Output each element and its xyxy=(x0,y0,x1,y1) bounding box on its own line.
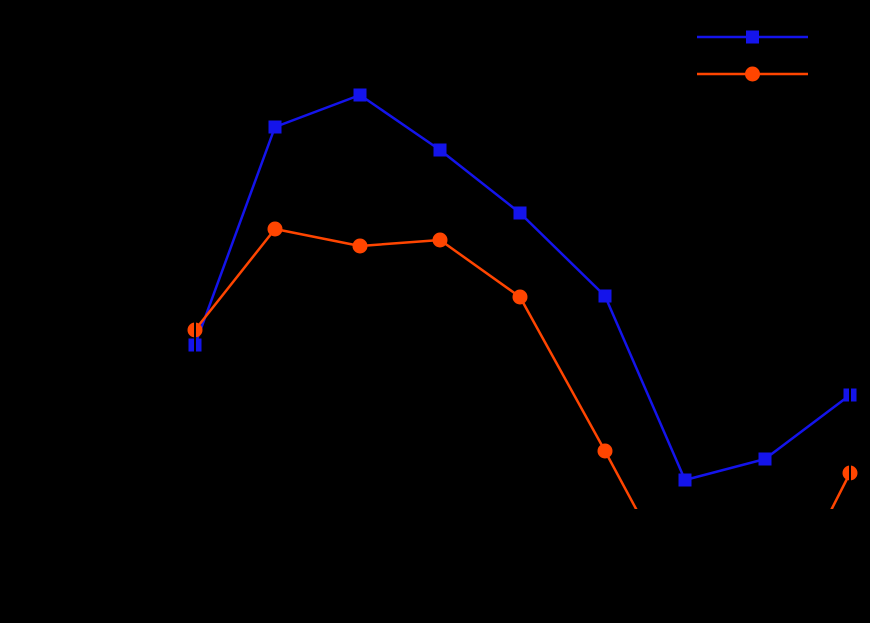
axes-spines xyxy=(194,29,851,511)
blue-squares-data-point-marker xyxy=(598,289,612,303)
blue-squares-data-point-marker xyxy=(758,452,772,466)
legend-entry-orange-circles xyxy=(697,66,808,82)
blue-squares-data-point-marker xyxy=(268,120,282,134)
blue-squares-legend-marker-sample xyxy=(746,30,759,44)
legend xyxy=(697,30,808,82)
orange-circles-data-point-marker xyxy=(678,593,693,608)
orange-circles-data-point-marker xyxy=(597,443,613,459)
series-blue-squares xyxy=(188,88,857,487)
blue-squares-data-point-marker xyxy=(433,143,447,157)
legend-entry-blue-squares xyxy=(697,30,808,44)
blue-squares-data-point-marker xyxy=(353,88,367,102)
orange-circles-data-point-marker xyxy=(352,238,368,254)
orange-circles-data-point-marker xyxy=(432,232,448,248)
series-orange-circles xyxy=(187,221,858,608)
blue-squares-line xyxy=(193,93,851,482)
blue-squares-data-point-marker xyxy=(513,206,527,220)
orange-circles-data-point-marker xyxy=(267,221,283,237)
orange-circles-data-point-marker xyxy=(512,289,528,305)
orange-circles-line xyxy=(194,227,852,511)
blue-squares-data-point-marker xyxy=(678,473,692,487)
orange-circles-legend-marker-sample xyxy=(745,66,760,82)
